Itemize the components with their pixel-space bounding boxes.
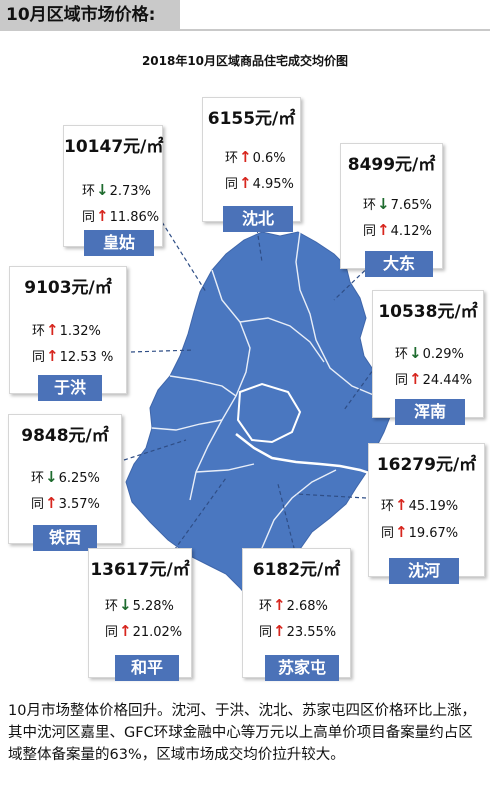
arrow-up-icon: ↑	[46, 347, 59, 365]
yoy-label: 同	[395, 373, 409, 388]
mom-label: 环	[381, 499, 395, 514]
district-price: 10538元/㎡	[378, 302, 478, 322]
yoy-change: 4.12%	[390, 224, 432, 239]
district-price: 16279元/㎡	[376, 455, 477, 475]
yoy-change: 21.02%	[132, 625, 183, 640]
hunhe-river	[235, 433, 379, 478]
mom-change: 0.6%	[252, 151, 286, 166]
mom-label: 环	[82, 184, 96, 199]
district-card-sujiatun: 6182元/㎡ 环↑2.68% 同↑23.55% 苏家屯	[242, 548, 351, 681]
mom-label: 环	[225, 151, 239, 166]
district-price: 9848元/㎡	[21, 426, 109, 446]
yoy-label: 同	[105, 625, 119, 640]
mom-change: 45.19%	[408, 499, 459, 514]
district-name: 和平	[115, 655, 179, 681]
summary-paragraph: 10月市场整体价格回升。沈河、于洪、沈北、苏家屯四区价格环比上涨，其中沈河区嘉里…	[8, 703, 476, 763]
district-card-shenhe: 16279元/㎡ 环↑45.19% 同↑19.67% 沈河	[368, 443, 485, 584]
district-card-heping: 13617元/㎡ 环↓5.28% 同↑21.02% 和平	[88, 548, 192, 681]
yoy-change: 19.67%	[408, 526, 459, 541]
arrow-up-icon: ↑	[273, 596, 286, 614]
district-card-huanggu: 10147元/㎡ 环↓2.73% 同↑11.86% 皇姑	[63, 125, 164, 256]
arrow-down-icon: ↓	[377, 195, 390, 213]
yoy-change: 3.57%	[58, 497, 100, 512]
section-header: 10月区域市场价格:	[0, 0, 490, 31]
arrow-up-icon: ↑	[45, 494, 58, 512]
mom-change: 0.29%	[422, 347, 464, 362]
arrow-down-icon: ↓	[119, 596, 132, 614]
arrow-down-icon: ↓	[96, 181, 109, 199]
arrow-up-icon: ↑	[409, 370, 422, 388]
district-price: 8499元/㎡	[347, 155, 436, 175]
yoy-label: 同	[32, 350, 46, 365]
district-name: 沈北	[223, 206, 293, 232]
mom-label: 环	[259, 599, 273, 614]
yoy-label: 同	[363, 224, 377, 239]
district-borders	[151, 231, 377, 605]
yoy-change: 12.53 %	[59, 350, 114, 365]
yoy-label: 同	[225, 177, 239, 192]
yoy-change: 4.95%	[252, 177, 294, 192]
district-card-yuhong: 9103元/㎡ 环↑1.32% 同↑12.53 % 于洪	[9, 266, 127, 401]
yoy-change: 23.55%	[286, 625, 337, 640]
district-price: 6155元/㎡	[207, 109, 296, 129]
mom-change: 2.73%	[109, 184, 151, 199]
district-name: 浑南	[395, 399, 465, 425]
district-name: 于洪	[38, 375, 102, 401]
arrow-up-icon: ↑	[377, 221, 390, 239]
city-core-border	[236, 382, 302, 444]
chart-title: 2018年10月区域商品住宅成交均价图	[141, 54, 349, 68]
arrow-up-icon: ↑	[46, 321, 59, 339]
arrow-up-icon: ↑	[96, 207, 109, 225]
yoy-label: 同	[381, 526, 395, 541]
mom-change: 5.28%	[132, 599, 174, 614]
mom-label: 环	[105, 599, 119, 614]
district-name: 沈河	[389, 558, 459, 584]
yoy-label: 同	[82, 210, 96, 225]
district-card-shenbei: 6155元/㎡ 环↑0.6% 同↑4.95% 沈北	[202, 97, 301, 232]
mom-label: 环	[32, 324, 46, 339]
mom-label: 环	[31, 471, 45, 486]
yoy-label: 同	[31, 497, 45, 512]
arrow-down-icon: ↓	[45, 468, 58, 486]
district-name: 铁西	[33, 525, 97, 551]
arrow-up-icon: ↑	[119, 622, 132, 640]
district-name: 大东	[365, 251, 433, 277]
arrow-down-icon: ↓	[409, 344, 422, 362]
district-name: 皇姑	[84, 230, 154, 256]
district-price: 6182元/㎡	[252, 560, 341, 580]
yoy-label: 同	[259, 625, 273, 640]
arrow-up-icon: ↑	[273, 622, 286, 640]
district-price: 10147元/㎡	[64, 137, 164, 157]
arrow-up-icon: ↑	[239, 148, 252, 166]
mom-label: 环	[395, 347, 409, 362]
yoy-change: 24.44%	[422, 373, 473, 388]
arrow-up-icon: ↑	[395, 496, 408, 514]
yoy-change: 11.86%	[109, 210, 160, 225]
mom-change: 7.65%	[390, 198, 432, 213]
mom-label: 环	[363, 198, 377, 213]
district-name: 苏家屯	[265, 655, 339, 681]
district-card-tiexi: 9848元/㎡ 环↓6.25% 同↑3.57% 铁西	[8, 414, 122, 551]
mom-change: 6.25%	[58, 471, 100, 486]
district-price: 9103元/㎡	[24, 278, 112, 298]
header-divider	[0, 29, 490, 31]
district-card-dadong: 8499元/㎡ 环↓7.65% 同↑4.12% 大东	[340, 143, 443, 277]
leader-lines	[123, 221, 381, 557]
district-card-hunnan: 10538元/㎡ 环↓0.29% 同↑24.44% 浑南	[372, 290, 484, 425]
arrow-up-icon: ↑	[395, 523, 408, 541]
arrow-up-icon: ↑	[239, 174, 252, 192]
district-map	[123, 221, 393, 615]
district-price: 13617元/㎡	[90, 560, 190, 580]
mom-change: 1.32%	[59, 324, 101, 339]
section-title: 10月区域市场价格:	[0, 0, 180, 30]
mom-change: 2.68%	[286, 599, 328, 614]
